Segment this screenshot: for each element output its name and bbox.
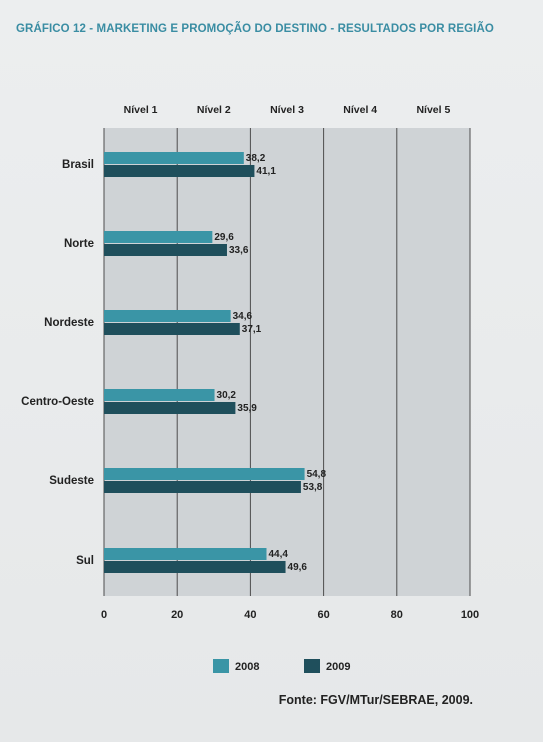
level-label: Nível 5 — [416, 104, 450, 116]
x-tick-label: 80 — [391, 609, 403, 621]
legend-swatch-2008 — [213, 659, 229, 673]
bar-2009 — [104, 402, 236, 414]
data-label: 38,2 — [246, 153, 266, 164]
bar-2009 — [104, 481, 301, 493]
bar-2008 — [104, 389, 215, 401]
legend-label: 2009 — [326, 661, 350, 673]
legend-label: 2008 — [235, 661, 259, 673]
plot-area — [104, 128, 470, 596]
category-label: Norte — [64, 238, 94, 250]
data-label: 41,1 — [256, 166, 276, 177]
data-label: 54,8 — [307, 469, 327, 480]
bar-2009 — [104, 561, 286, 573]
bar-2008 — [104, 548, 267, 560]
x-tick-label: 60 — [317, 609, 329, 621]
level-label: Nível 4 — [343, 104, 377, 116]
category-label: Brasil — [62, 159, 94, 171]
level-label: Nível 2 — [197, 104, 231, 116]
data-label: 33,6 — [229, 245, 249, 256]
bar-2008 — [104, 310, 231, 322]
bar-2008 — [104, 468, 305, 480]
category-label: Nordeste — [44, 317, 94, 329]
data-label: 49,6 — [288, 562, 308, 573]
data-label: 37,1 — [242, 324, 262, 335]
bar-2008 — [104, 231, 213, 243]
data-label: 30,2 — [217, 390, 237, 401]
x-tick-label: 20 — [171, 609, 183, 621]
data-label: 34,6 — [233, 311, 253, 322]
x-tick-label: 0 — [101, 609, 107, 621]
bar-2009 — [104, 244, 227, 256]
x-tick-label: 100 — [461, 609, 479, 621]
data-label: 53,8 — [303, 482, 323, 493]
data-label: 29,6 — [214, 232, 234, 243]
category-label: Sul — [76, 555, 94, 567]
level-label: Nível 3 — [270, 104, 304, 116]
bar-2008 — [104, 152, 244, 164]
level-label: Nível 1 — [124, 104, 158, 116]
data-label: 35,9 — [237, 403, 257, 414]
chart-title: GRÁFICO 12 - MARKETING E PROMOÇÃO DO DES… — [16, 23, 494, 35]
bar-2009 — [104, 165, 255, 177]
category-label: Sudeste — [49, 475, 94, 487]
data-label: 44,4 — [269, 549, 289, 560]
legend-swatch-2009 — [304, 659, 320, 673]
category-label: Centro-Oeste — [21, 396, 94, 408]
bar-2009 — [104, 323, 240, 335]
source-note: Fonte: FGV/MTur/SEBRAE, 2009. — [278, 693, 473, 707]
x-tick-label: 40 — [244, 609, 256, 621]
